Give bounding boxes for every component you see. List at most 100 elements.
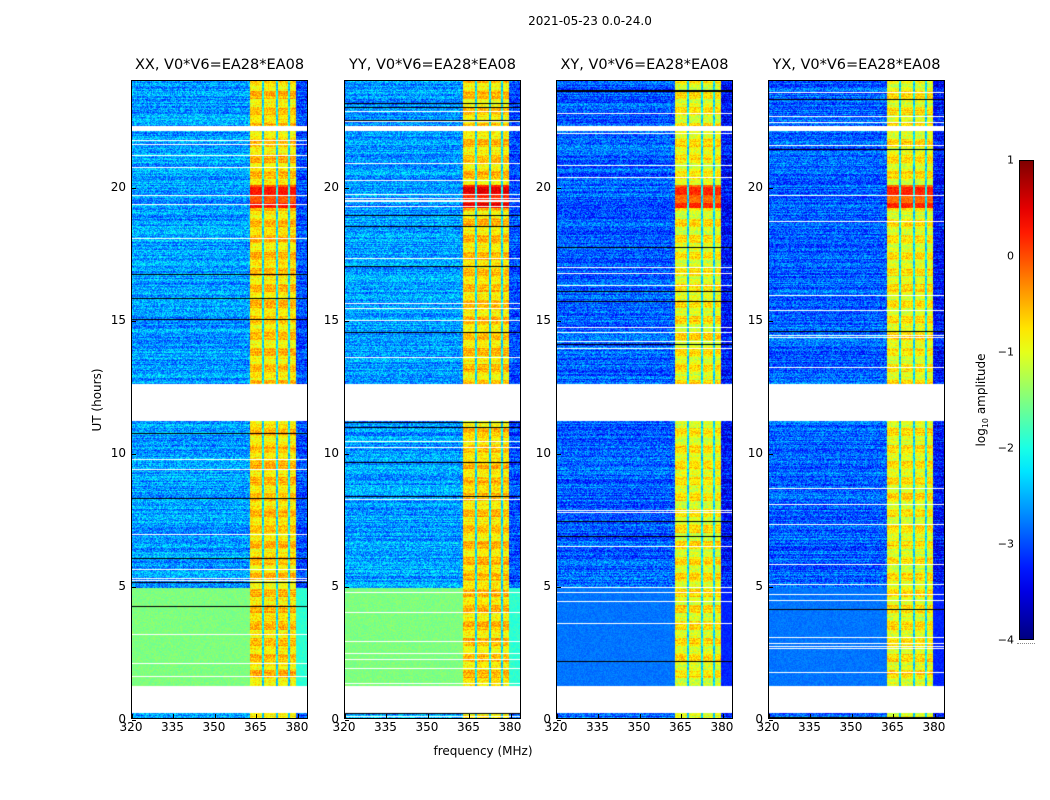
x-tick-label: 320 <box>119 720 143 734</box>
x-tick-mark <box>173 714 175 718</box>
y-tick-label: 10 <box>323 445 339 460</box>
y-tick-label: 0 <box>755 712 763 726</box>
panel-yy: YY, V0*V6=EA28*EA08 320 335 350 365 380 0 5 10 15… <box>324 57 522 734</box>
colorbar <box>1019 160 1034 640</box>
colorbar-tick-label: −1 <box>997 345 1014 359</box>
y-axis-label: UT (hours) <box>90 368 104 432</box>
y-tick-mark <box>345 320 349 322</box>
colorbar-label-main: log <box>973 428 988 447</box>
x-tick-label: 320 <box>332 720 356 734</box>
x-tick-label: 380 <box>922 720 946 734</box>
colorbar-label-rest: amplitude <box>973 353 988 418</box>
y-tick-mark <box>557 453 561 455</box>
y-tick-mark <box>769 187 773 189</box>
colorbar-tick-label: −3 <box>997 537 1014 551</box>
y-tick-mark <box>557 586 561 588</box>
panel-title: XX, V0*V6=EA28*EA08 <box>134 57 305 73</box>
y-tick-mark <box>132 720 136 721</box>
x-tick-mark <box>297 714 299 718</box>
panel-title: XY, V0*V6=EA28*EA08 <box>560 57 729 73</box>
x-tick-mark <box>851 714 853 718</box>
heatmap-plot <box>344 80 521 721</box>
colorbar-tick-label: −4 <box>997 633 1014 647</box>
y-tick-label: 0 <box>543 712 551 726</box>
x-tick-mark <box>810 714 812 718</box>
y-tick-label: 0 <box>331 712 339 726</box>
y-tick-label: 15 <box>747 312 763 327</box>
colorbar-tick-label: 0 <box>1007 249 1014 263</box>
y-tick-mark <box>769 453 773 455</box>
y-tick-label: 5 <box>331 578 339 593</box>
x-tick-mark <box>510 714 512 718</box>
y-tick-label: 10 <box>110 445 126 460</box>
x-tick-label: 350 <box>415 720 439 734</box>
x-tick-label: 380 <box>710 720 734 734</box>
colorbar-dots <box>1017 643 1035 644</box>
x-tick-label: 335 <box>798 720 821 734</box>
x-tick-mark <box>345 714 346 718</box>
x-tick-mark <box>256 714 258 718</box>
x-tick-label: 335 <box>161 720 184 734</box>
x-tick-label: 365 <box>244 720 267 734</box>
y-tick-label: 15 <box>110 312 126 327</box>
y-tick-label: 20 <box>323 179 339 194</box>
x-tick-label: 365 <box>881 720 904 734</box>
colorbar-tick-label: 1 <box>1007 153 1014 167</box>
y-tick-label: 15 <box>323 312 339 327</box>
y-tick-mark <box>132 187 136 189</box>
y-tick-mark <box>132 453 136 455</box>
y-tick-mark <box>132 586 136 588</box>
x-tick-label: 380 <box>498 720 522 734</box>
y-tick-label: 5 <box>755 578 763 593</box>
x-tick-mark <box>469 714 471 718</box>
x-tick-label: 365 <box>457 720 480 734</box>
y-tick-mark <box>769 320 773 322</box>
x-tick-label: 380 <box>285 720 309 734</box>
x-tick-label: 335 <box>374 720 397 734</box>
panel-xy: XY, V0*V6=EA28*EA08 320 335 350 365 380 0 5 10 15… <box>536 57 734 734</box>
y-tick-label: 20 <box>535 179 551 194</box>
y-tick-mark <box>345 453 349 455</box>
x-tick-label: 320 <box>544 720 568 734</box>
y-tick-mark <box>345 586 349 588</box>
x-axis-label: frequency (MHz) <box>433 744 533 758</box>
x-tick-mark <box>598 714 600 718</box>
y-tick-mark <box>345 187 349 189</box>
heatmap-canvas <box>557 81 732 718</box>
y-tick-mark <box>557 720 561 721</box>
colorbar-label-sub: 10 <box>981 417 991 429</box>
figure-title: 2021-05-23 0.0-24.0 <box>528 14 652 28</box>
x-tick-mark <box>934 714 936 718</box>
heatmap-canvas <box>132 81 307 718</box>
x-tick-label: 320 <box>756 720 780 734</box>
heatmap-canvas <box>345 81 520 718</box>
heatmap-plot <box>556 80 733 721</box>
y-tick-mark <box>557 187 561 189</box>
x-tick-mark <box>893 714 895 718</box>
y-tick-label: 0 <box>118 712 126 726</box>
y-tick-label: 5 <box>118 578 126 593</box>
colorbar-tick-label: −2 <box>997 441 1014 455</box>
x-tick-mark <box>681 714 683 718</box>
y-tick-label: 5 <box>543 578 551 593</box>
x-tick-mark <box>214 714 216 718</box>
panel-yx: YX, V0*V6=EA28*EA08 320 335 350 365 380 0 5 10 15… <box>748 57 946 734</box>
y-tick-mark <box>345 720 349 721</box>
y-tick-mark <box>557 320 561 322</box>
heatmap-plot <box>131 80 308 721</box>
y-tick-label: 20 <box>110 179 126 194</box>
heatmap-plot <box>768 80 945 721</box>
x-tick-label: 335 <box>586 720 609 734</box>
x-tick-label: 350 <box>627 720 651 734</box>
heatmap-canvas <box>769 81 944 718</box>
y-tick-label: 10 <box>747 445 763 460</box>
y-tick-label: 20 <box>747 179 763 194</box>
x-tick-mark <box>639 714 641 718</box>
x-tick-mark <box>557 714 558 718</box>
y-tick-mark <box>769 720 773 721</box>
x-tick-mark <box>386 714 388 718</box>
x-tick-mark <box>132 714 133 718</box>
y-tick-mark <box>132 320 136 322</box>
x-tick-label: 350 <box>202 720 226 734</box>
panel-title: YY, V0*V6=EA28*EA08 <box>349 57 516 73</box>
